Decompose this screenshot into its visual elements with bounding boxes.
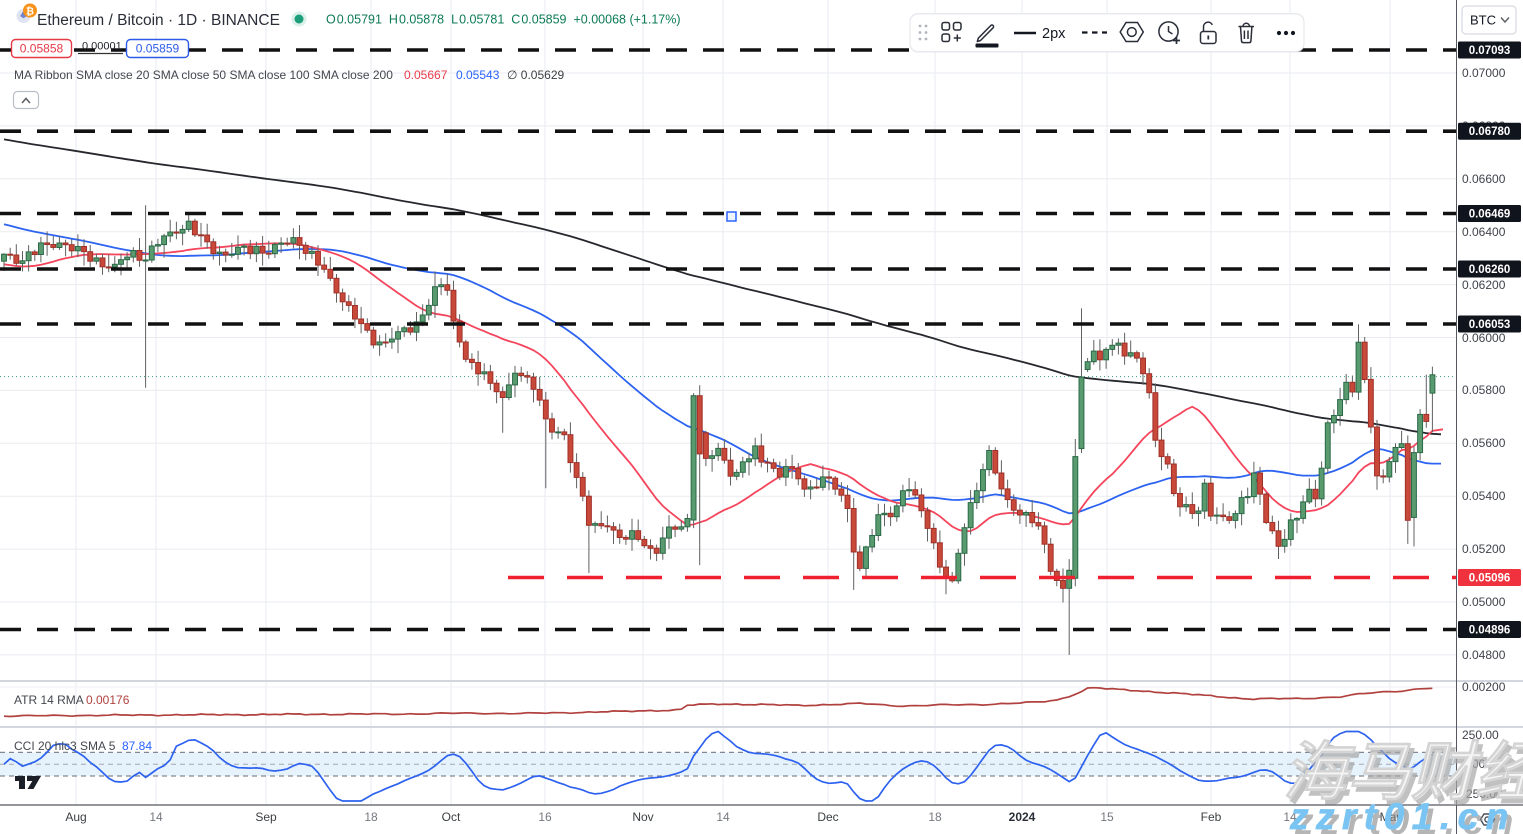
svg-text:MA Ribbon SMA close 20 SMA clo: MA Ribbon SMA close 20 SMA close 50 SMA …	[14, 68, 393, 82]
svg-text:14: 14	[149, 810, 163, 824]
svg-text:0.00001: 0.00001	[82, 41, 122, 53]
svg-text:18: 18	[364, 810, 378, 824]
svg-text:Dec: Dec	[817, 810, 838, 824]
svg-text:0.06469: 0.06469	[1469, 209, 1511, 221]
svg-text:0.00200: 0.00200	[1462, 680, 1506, 694]
svg-text:BTC: BTC	[1470, 13, 1496, 28]
svg-text:0.05400: 0.05400	[1462, 489, 1506, 503]
svg-text:ATR 14 RMA: ATR 14 RMA	[14, 693, 84, 707]
svg-text:0.05543: 0.05543	[456, 68, 500, 82]
svg-text:₿: ₿	[26, 6, 34, 18]
svg-text:Feb: Feb	[1201, 810, 1222, 824]
svg-text:87.84: 87.84	[122, 739, 152, 753]
svg-text:zzrt01.cn: zzrt01.cn	[1289, 796, 1516, 834]
svg-text:0.06600: 0.06600	[1462, 172, 1506, 186]
svg-text:0.05600: 0.05600	[1462, 436, 1506, 450]
svg-text:Oct: Oct	[442, 810, 461, 824]
svg-text:14: 14	[716, 810, 730, 824]
svg-text:0.06053: 0.06053	[1469, 319, 1511, 331]
svg-text:0.06780: 0.06780	[1469, 126, 1511, 138]
svg-text:250.00: 250.00	[1462, 728, 1499, 742]
svg-text:16: 16	[538, 810, 552, 824]
svg-text:Ethereum / Bitcoin · 1D · BINA: Ethereum / Bitcoin · 1D · BINANCE	[37, 12, 280, 29]
svg-text:CCI 20 hlc3 SMA 5: CCI 20 hlc3 SMA 5	[14, 739, 116, 753]
svg-text:0.05858: 0.05858	[20, 42, 64, 56]
svg-text:15: 15	[1100, 810, 1114, 824]
svg-text:0.04800: 0.04800	[1462, 648, 1506, 662]
svg-text:0.06000: 0.06000	[1462, 331, 1506, 345]
svg-text:18: 18	[928, 810, 942, 824]
svg-text:0.05667: 0.05667	[404, 68, 448, 82]
svg-text:0.06260: 0.06260	[1469, 264, 1511, 276]
svg-text:2024: 2024	[1009, 810, 1036, 824]
svg-text:Sep: Sep	[255, 810, 277, 824]
svg-text:0.05200: 0.05200	[1462, 542, 1506, 556]
svg-text:0.00: 0.00	[1462, 757, 1486, 771]
svg-text:海马财经: 海马财经	[1283, 736, 1523, 808]
svg-text:0.07093: 0.07093	[1469, 45, 1511, 57]
svg-text:0.05800: 0.05800	[1462, 383, 1506, 397]
svg-text:0.05096: 0.05096	[1469, 573, 1511, 585]
svg-text:∅ 0.05629: ∅ 0.05629	[507, 68, 564, 82]
svg-text:Aug: Aug	[65, 810, 86, 824]
svg-text:14: 14	[1283, 810, 1297, 824]
svg-text:0.00176: 0.00176	[86, 693, 130, 707]
svg-text:0.04896: 0.04896	[1469, 625, 1511, 637]
svg-text:zzrt01.cn: zzrt01.cn	[1294, 801, 1521, 834]
svg-text:0.05000: 0.05000	[1462, 595, 1506, 609]
svg-text:0.07000: 0.07000	[1462, 66, 1506, 80]
svg-text:0.06200: 0.06200	[1462, 278, 1506, 292]
svg-text:-250.00: -250.00	[1462, 787, 1503, 801]
svg-text:0.05859: 0.05859	[136, 42, 180, 56]
svg-text:Mar: Mar	[1380, 810, 1401, 824]
svg-text:海马财经: 海马财经	[1287, 741, 1523, 813]
svg-text:0.06400: 0.06400	[1462, 225, 1506, 239]
svg-text:2px: 2px	[1042, 26, 1066, 42]
svg-text:Nov: Nov	[632, 810, 653, 824]
